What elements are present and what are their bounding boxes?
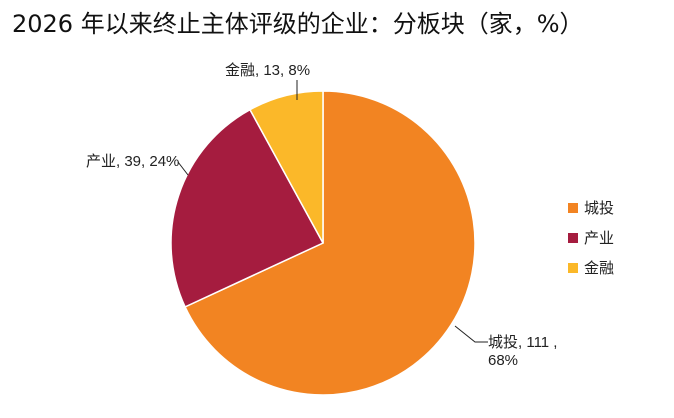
data-label: 城投, 111 , 68% bbox=[488, 334, 558, 369]
pie-slice bbox=[184, 90, 476, 396]
leader-line bbox=[177, 161, 189, 176]
legend-swatch bbox=[568, 202, 578, 213]
pie-slice bbox=[248, 90, 324, 244]
pie-slice bbox=[170, 108, 325, 308]
legend-label: 产业 bbox=[584, 229, 615, 247]
chart-title: 2026 年以来终止主体评级的企业：分板块（家，%） bbox=[12, 10, 584, 38]
legend-label: 金融 bbox=[584, 259, 615, 277]
legend-item: 金融 bbox=[568, 257, 614, 278]
legend-item: 产业 bbox=[568, 227, 614, 248]
legend-item: 城投 bbox=[568, 197, 614, 218]
legend-swatch bbox=[568, 262, 578, 273]
legend-swatch bbox=[568, 232, 578, 243]
data-label: 产业, 39, 24% bbox=[86, 153, 180, 170]
legend-label: 城投 bbox=[584, 199, 615, 217]
data-label: 金融, 13, 8% bbox=[225, 62, 311, 79]
leader-line bbox=[454, 325, 488, 343]
